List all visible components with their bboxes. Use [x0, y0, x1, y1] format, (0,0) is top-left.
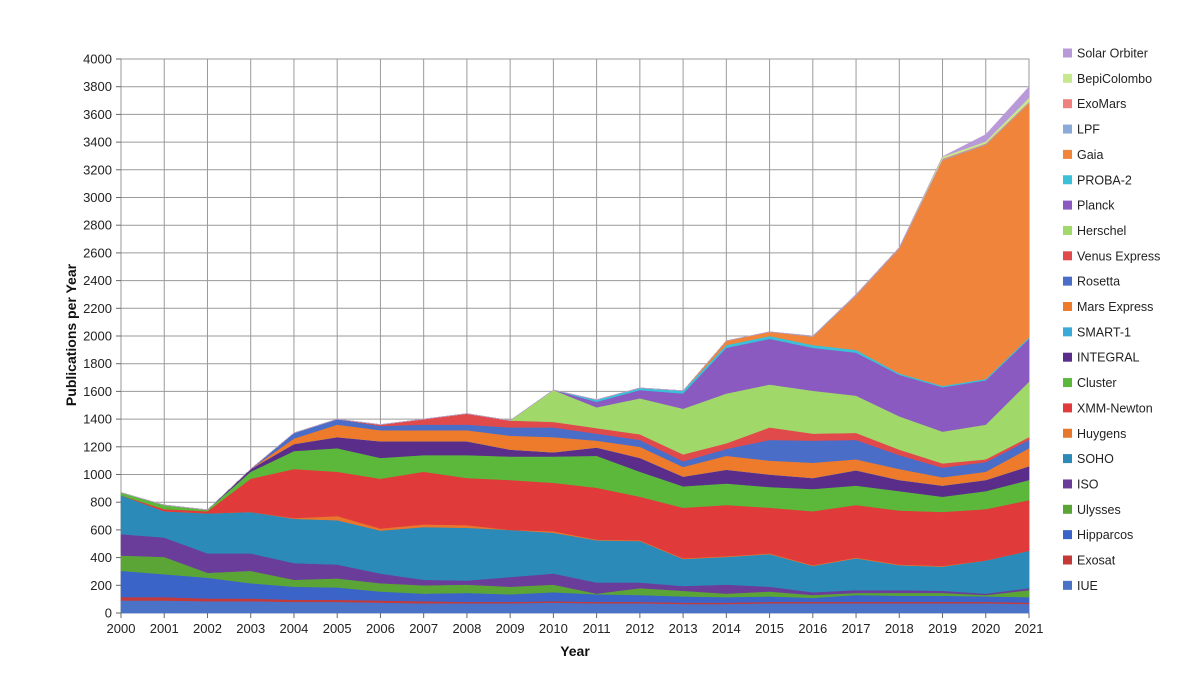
legend-label-lpf: LPF: [1077, 123, 1100, 137]
x-tick-label: 2015: [755, 621, 784, 636]
y-tick-label: 0: [105, 606, 112, 621]
legend-swatch-herschel: [1063, 225, 1072, 235]
legend-swatch-exomars: [1063, 99, 1072, 109]
y-tick-label: 4000: [83, 52, 112, 67]
x-tick-label: 2018: [885, 621, 914, 636]
legend-label-gaia: Gaia: [1077, 148, 1103, 162]
legend-label-hipparcos: Hipparcos: [1077, 528, 1133, 542]
legend-label-soho: SOHO: [1077, 452, 1114, 466]
legend-swatch-xmm-newton: [1063, 403, 1072, 413]
legend-swatch-iso: [1063, 479, 1072, 489]
legend-swatch-exosat: [1063, 555, 1072, 565]
x-axis-ticks: 2000 2001 2002 2003 2004 2005 2006 2007 2008 2009…: [107, 613, 1044, 636]
area-solar-orbiter: [120, 86, 1030, 511]
legend-swatch-cluster: [1063, 378, 1072, 388]
x-tick-label: 2002: [193, 621, 222, 636]
legend-swatch-iue: [1063, 580, 1072, 590]
legend-label-proba-2: PROBA-2: [1077, 173, 1132, 187]
y-tick-label: 2600: [83, 245, 112, 260]
legend-swatch-bepicolombo: [1063, 73, 1072, 83]
legend-swatch-gaia: [1063, 149, 1072, 159]
legend-label-ulysses: Ulysses: [1077, 503, 1121, 517]
y-tick-label: 200: [90, 578, 112, 593]
legend-swatch-lpf: [1063, 124, 1072, 134]
y-tick-label: 3000: [83, 190, 112, 205]
x-tick-label: 2019: [928, 621, 957, 636]
chart-legend: Solar Orbiter BepiColombo ExoMars LPF Gaia PR…: [1063, 47, 1160, 593]
x-tick-label: 2008: [452, 621, 481, 636]
legend-swatch-rosetta: [1063, 276, 1072, 286]
y-tick-label: 2800: [83, 218, 112, 233]
legend-swatch-smart-1: [1063, 327, 1072, 337]
x-tick-label: 2009: [496, 621, 525, 636]
y-tick-label: 3800: [83, 79, 112, 94]
x-tick-label: 2016: [798, 621, 827, 636]
x-tick-label: 2007: [409, 621, 438, 636]
x-tick-label: 2013: [669, 621, 698, 636]
y-tick-label: 1400: [83, 412, 112, 427]
chart-areas: [120, 86, 1030, 614]
y-axis-ticks: 0 200 400 600 800 1000 1200 1400 1600 1800 2000 220…: [83, 52, 121, 621]
legend-swatch-solar-orbiter: [1063, 48, 1072, 58]
x-tick-label: 2012: [625, 621, 654, 636]
legend-label-venus-express: Venus Express: [1077, 249, 1160, 263]
legend-label-solar-orbiter: Solar Orbiter: [1077, 47, 1148, 61]
legend-swatch-soho: [1063, 454, 1072, 464]
x-tick-label: 2000: [107, 621, 136, 636]
legend-label-bepicolombo: BepiColombo: [1077, 72, 1152, 86]
x-tick-label: 2004: [279, 621, 308, 636]
legend-swatch-mars-express: [1063, 302, 1072, 311]
legend-label-herschel: Herschel: [1077, 224, 1126, 238]
x-axis-title: Year: [560, 643, 590, 659]
x-tick-label: 2011: [583, 621, 611, 636]
y-tick-label: 3200: [83, 162, 112, 177]
legend-label-exosat: Exosat: [1077, 554, 1116, 568]
legend-label-mars-express: Mars Express: [1077, 300, 1153, 314]
y-tick-label: 2000: [83, 329, 112, 344]
legend-label-cluster: Cluster: [1077, 376, 1117, 390]
x-tick-label: 2005: [323, 621, 352, 636]
x-tick-label: 2014: [712, 621, 741, 636]
y-tick-label: 3600: [83, 107, 112, 122]
legend-label-exomars: ExoMars: [1077, 97, 1126, 111]
legend-label-iue: IUE: [1077, 579, 1098, 593]
x-tick-label: 2006: [366, 621, 395, 636]
legend-swatch-ulysses: [1063, 504, 1072, 514]
y-tick-label: 3400: [83, 135, 112, 150]
legend-swatch-planck: [1063, 200, 1072, 210]
y-tick-label: 400: [90, 550, 112, 565]
x-tick-label: 2010: [539, 621, 568, 636]
legend-label-integral: INTEGRAL: [1077, 351, 1140, 365]
legend-swatch-integral: [1063, 352, 1072, 362]
y-tick-label: 1000: [83, 467, 112, 482]
x-tick-label: 2003: [236, 621, 265, 636]
y-tick-label: 800: [90, 495, 112, 510]
legend-label-iso: ISO: [1077, 477, 1099, 491]
legend-label-huygens: Huygens: [1077, 427, 1126, 441]
legend-label-xmm-newton: XMM-Newton: [1077, 401, 1153, 415]
legend-swatch-venus-express: [1063, 251, 1072, 261]
x-tick-label: 2021: [1015, 621, 1044, 636]
y-tick-label: 2400: [83, 273, 112, 288]
x-tick-label: 2001: [150, 621, 179, 636]
y-tick-label: 2200: [83, 301, 112, 316]
legend-swatch-huygens: [1063, 428, 1072, 438]
legend-label-smart-1: SMART-1: [1077, 325, 1131, 339]
legend-swatch-hipparcos: [1063, 530, 1072, 540]
legend-label-planck: Planck: [1077, 199, 1115, 213]
y-tick-label: 1600: [83, 384, 112, 399]
x-tick-label: 2020: [971, 621, 1000, 636]
y-tick-label: 1200: [83, 439, 112, 454]
y-tick-label: 600: [90, 522, 112, 537]
y-axis-title: Publications per Year: [63, 263, 79, 406]
legend-swatch-proba-2: [1063, 175, 1072, 185]
x-tick-label: 2017: [842, 621, 871, 636]
legend-label-rosetta: Rosetta: [1077, 275, 1120, 289]
y-tick-label: 1800: [83, 356, 112, 371]
